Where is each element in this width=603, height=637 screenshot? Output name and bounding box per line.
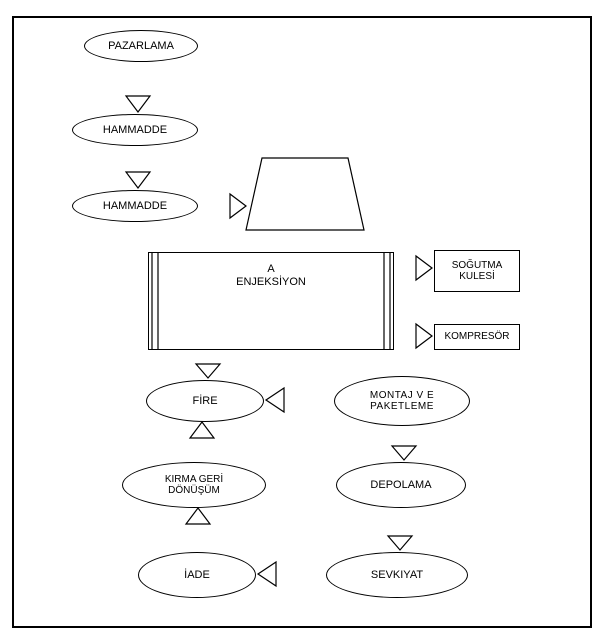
label-hammadde-2: HAMMADDE (103, 200, 167, 213)
label-hammadde-1: HAMMADDE (103, 124, 167, 137)
label-kompresor: KOMPRESÖR (444, 331, 509, 343)
diagram-canvas: PAZARLAMA HAMMADDE HAMMADDE MAKİNE KULES… (12, 16, 592, 628)
node-enjeksiyon: A ENJEKSİYON (148, 252, 394, 350)
label-kirma: KIRMA GERİ DÖNÜŞÜM (165, 474, 223, 497)
label-enjeksiyon: A ENJEKSİYON (236, 263, 306, 288)
arrow-a12 (258, 562, 324, 586)
label-fire: FİRE (192, 395, 217, 408)
node-kompresor: KOMPRESÖR (434, 324, 520, 350)
arrow-a5 (394, 324, 432, 348)
node-fire: FİRE (146, 380, 264, 422)
node-kirma: KIRMA GERİ DÖNÜŞÜM (122, 462, 266, 508)
arrow-a11 (388, 510, 412, 550)
arrow-a6 (196, 350, 220, 378)
arrow-a7 (266, 388, 332, 412)
label-sogutma: SOĞUTMA KULESİ (452, 260, 503, 283)
label-pazarlama: PAZARLAMA (108, 40, 174, 53)
node-sogutma: SOĞUTMA KULESİ (434, 250, 520, 292)
arrow-a2 (126, 148, 150, 188)
node-hammadde-1: HAMMADDE (72, 114, 198, 146)
arrow-a9 (392, 428, 416, 460)
label-makine-kulesi: MAKİNE KULESİ (286, 172, 324, 194)
node-hammadde-2: HAMMADDE (72, 190, 198, 222)
label-depolama: DEPOLAMA (370, 479, 431, 492)
label-makine-kulesi-wrap: MAKİNE KULESİ (246, 158, 364, 230)
arrow-a10 (186, 508, 210, 550)
node-depolama: DEPOLAMA (336, 462, 466, 508)
label-iade: İADE (184, 569, 210, 582)
node-pazarlama: PAZARLAMA (84, 30, 198, 62)
node-iade: İADE (138, 552, 256, 598)
node-sevkiyat: SEVKIYAT (326, 552, 468, 598)
arrow-a3 (200, 194, 246, 218)
arrow-a1 (126, 64, 150, 112)
label-sevkiyat: SEVKIYAT (371, 569, 423, 582)
arrow-a4 (394, 256, 432, 280)
node-montaj: MONTAJ V E PAKETLEME (334, 376, 470, 426)
arrow-a8 (190, 422, 214, 460)
label-montaj: MONTAJ V E PAKETLEME (370, 390, 434, 413)
